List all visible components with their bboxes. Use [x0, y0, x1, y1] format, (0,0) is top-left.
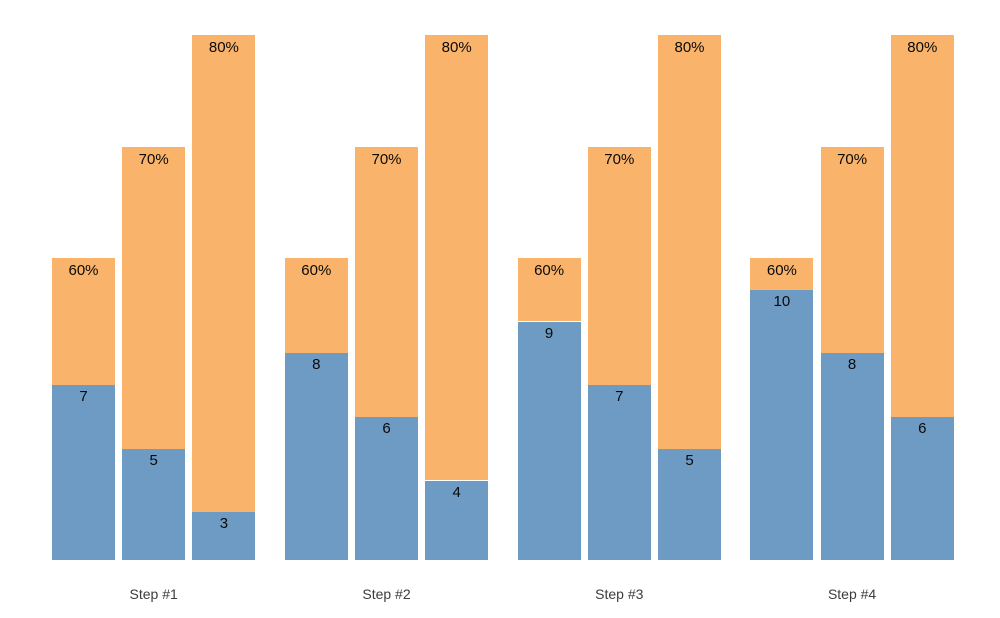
bar-g1-c2-orange-segment [122, 146, 186, 449]
bar-g3-c3-blue-segment [658, 448, 721, 560]
bar-g2-c3-orange-segment [425, 35, 489, 481]
bar-g4-c1-orange-segment [750, 257, 814, 290]
bar-g2-c3-blue-segment [425, 480, 489, 560]
bar-g1-c1-blue-segment [52, 385, 115, 560]
x-axis-label-step-4: Step #4 [827, 586, 877, 602]
bar-g3-c2-orange-segment [587, 146, 651, 386]
bar-g1-c1-pct-label: 60% [68, 261, 99, 279]
bar-g2-c1-orange-segment [284, 257, 348, 354]
bar-g3-c1-value-label: 9 [544, 324, 554, 342]
bar-g3-c3-pct-label: 80% [674, 39, 705, 57]
bar-g1-c1-value-label: 7 [79, 388, 88, 406]
bar-g2-c1-blue-segment [284, 353, 348, 560]
bar-g4-c2-blue-segment [820, 353, 884, 560]
bar-g3-c2-pct-label: 70% [604, 150, 635, 168]
bar-g1-c3-value-label: 3 [219, 515, 229, 533]
bar-g2-c2-value-label: 6 [382, 419, 391, 437]
x-axis-label-step-1: Step #1 [129, 586, 178, 602]
bar-g4-c1-value-label: 10 [773, 292, 791, 310]
bar-g4-c2-value-label: 8 [847, 356, 857, 374]
bar-g1-c2-pct-label: 70% [138, 150, 169, 168]
bar-g3-c1-pct-label: 60% [534, 261, 565, 279]
bar-g3-c1-blue-segment [517, 321, 581, 560]
bar-g2-c2-pct-label: 70% [371, 150, 402, 168]
bar-g4-c2-orange-segment [820, 146, 884, 354]
bar-g4-c3-pct-label: 80% [907, 39, 938, 57]
bar-g2-c2-blue-segment [355, 416, 418, 560]
bar-g1-c3-pct-label: 80% [208, 39, 239, 57]
bar-g3-c2-value-label: 7 [615, 388, 624, 406]
bar-g1-c3-blue-segment [192, 512, 256, 560]
bar-g4-c3-value-label: 6 [918, 419, 927, 437]
bar-g2-c1-pct-label: 60% [301, 261, 332, 279]
bar-g2-c1-value-label: 8 [312, 356, 321, 374]
bar-g3-c2-blue-segment [587, 385, 651, 560]
bar-g2-c3-value-label: 4 [452, 483, 461, 501]
bar-g1-c1-orange-segment [52, 257, 115, 386]
bar-g4-c1-pct-label: 60% [766, 261, 797, 279]
x-axis-label-step-2: Step #2 [362, 586, 411, 602]
bar-g3-c1-orange-segment [517, 257, 581, 322]
x-axis-label-step-3: Step #3 [595, 586, 644, 602]
bar-g1-c2-blue-segment [122, 448, 186, 560]
bar-g4-c1-blue-segment [750, 289, 814, 560]
bar-g4-c3-orange-segment [890, 35, 954, 417]
bar-g1-c3-orange-segment [192, 35, 256, 513]
bar-g4-c3-blue-segment [890, 416, 954, 560]
bar-g2-c3-pct-label: 80% [441, 39, 472, 57]
bar-g2-c2-orange-segment [355, 146, 418, 417]
bar-g3-c3-orange-segment [658, 35, 721, 449]
bar-g3-c3-value-label: 5 [685, 451, 694, 469]
bar-g1-c2-value-label: 5 [149, 451, 158, 469]
bar-g4-c2-pct-label: 70% [837, 150, 868, 168]
